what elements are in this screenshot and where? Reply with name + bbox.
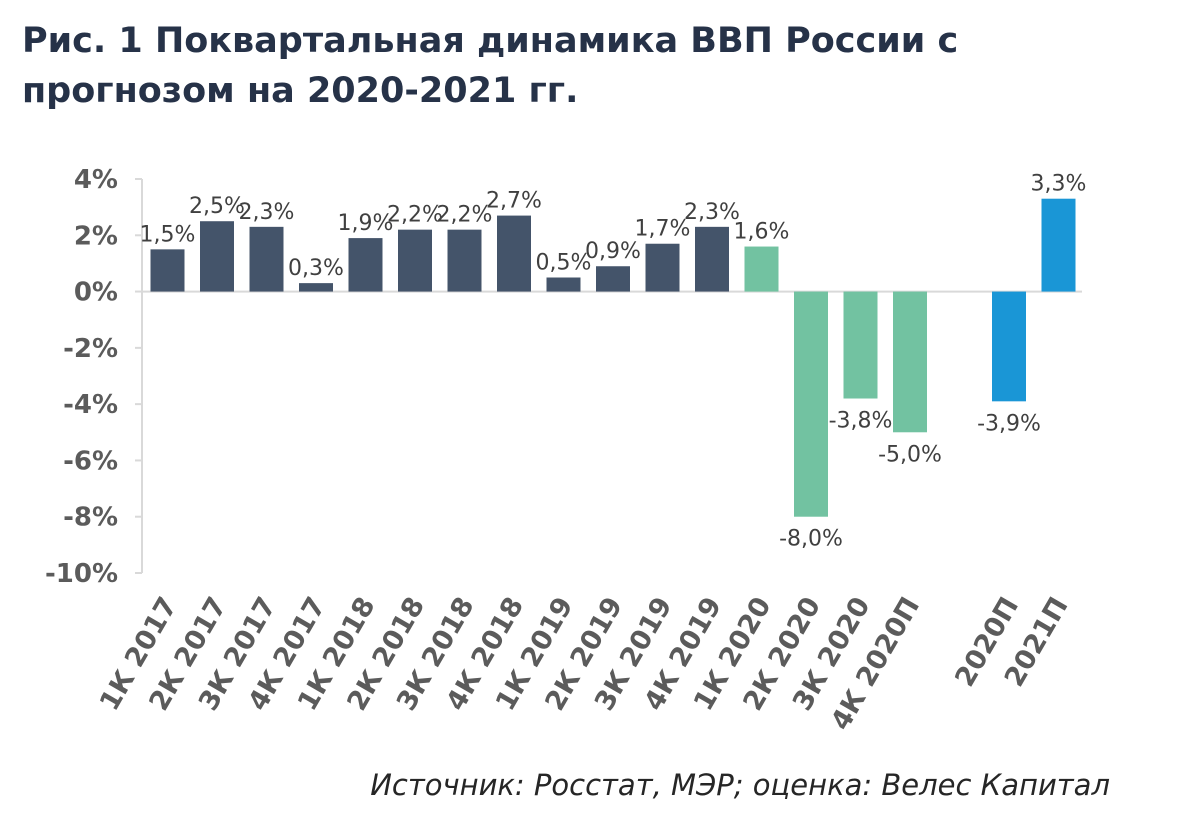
bar	[200, 221, 234, 292]
y-tick-label: 2%	[74, 221, 118, 251]
bar	[497, 215, 531, 292]
bar	[249, 226, 284, 292]
data-label: 2,7%	[486, 189, 542, 214]
data-labels: 1,5%2,5%2,3%0,3%1,9%2,2%2,2%2,7%0,5%0,9%…	[140, 172, 1087, 552]
data-label: 2,2%	[437, 203, 493, 228]
bar	[794, 291, 828, 517]
data-label: 1,6%	[734, 220, 790, 245]
source-note: Источник: Росстат, МЭР; оценка: Велес Ка…	[370, 768, 1110, 802]
data-label: -5,0%	[878, 442, 942, 467]
gdp-bar-chart: 1,5%2,5%2,3%0,3%1,9%2,2%2,2%2,7%0,5%0,9%…	[45, 165, 1087, 736]
data-label: 3,3%	[1031, 172, 1087, 197]
bar	[150, 249, 185, 292]
data-label: -8,0%	[779, 527, 843, 552]
y-tick-label: 4%	[74, 165, 118, 195]
chart-title: Рис. 1 Поквартальная динамика ВВП России…	[22, 16, 1122, 116]
data-label: 0,3%	[288, 256, 344, 281]
bar	[398, 229, 432, 292]
chart-title-line-2: прогнозом на 2020-2021 гг.	[22, 71, 579, 111]
data-label: 1,9%	[338, 211, 394, 236]
y-tick-label: 0%	[74, 278, 118, 308]
y-tick-label: -6%	[63, 446, 118, 476]
bar-series	[150, 198, 1076, 517]
data-label: -3,8%	[829, 409, 893, 434]
bar	[893, 291, 927, 433]
data-label: 0,5%	[536, 251, 592, 276]
bar	[843, 291, 878, 399]
data-label: 2,3%	[239, 200, 295, 225]
y-tick-label: -10%	[45, 559, 118, 589]
data-label: 1,7%	[635, 217, 691, 242]
y-tick-label: -2%	[63, 334, 118, 364]
data-label: 1,5%	[140, 222, 196, 247]
bar	[695, 226, 729, 292]
bar	[645, 243, 680, 292]
bar	[348, 238, 383, 292]
bar	[744, 246, 779, 292]
bar	[299, 283, 333, 292]
data-label: -3,9%	[977, 411, 1041, 436]
bar	[596, 266, 630, 292]
bar	[1041, 198, 1076, 292]
data-label: 2,3%	[684, 200, 740, 225]
data-label: 2,5%	[189, 194, 245, 219]
data-label: 0,9%	[585, 239, 641, 264]
y-axis-ticks: 4% 2% 0% -2% -4% -6% -8% -10%	[45, 165, 118, 589]
y-tick-label: -8%	[63, 503, 118, 533]
bar	[447, 229, 482, 292]
bar	[992, 291, 1026, 402]
chart-title-line-1: Рис. 1 Поквартальная динамика ВВП России…	[22, 21, 959, 61]
data-label: 2,2%	[387, 203, 443, 228]
bar	[546, 277, 581, 292]
y-tick-label: -4%	[63, 390, 118, 420]
